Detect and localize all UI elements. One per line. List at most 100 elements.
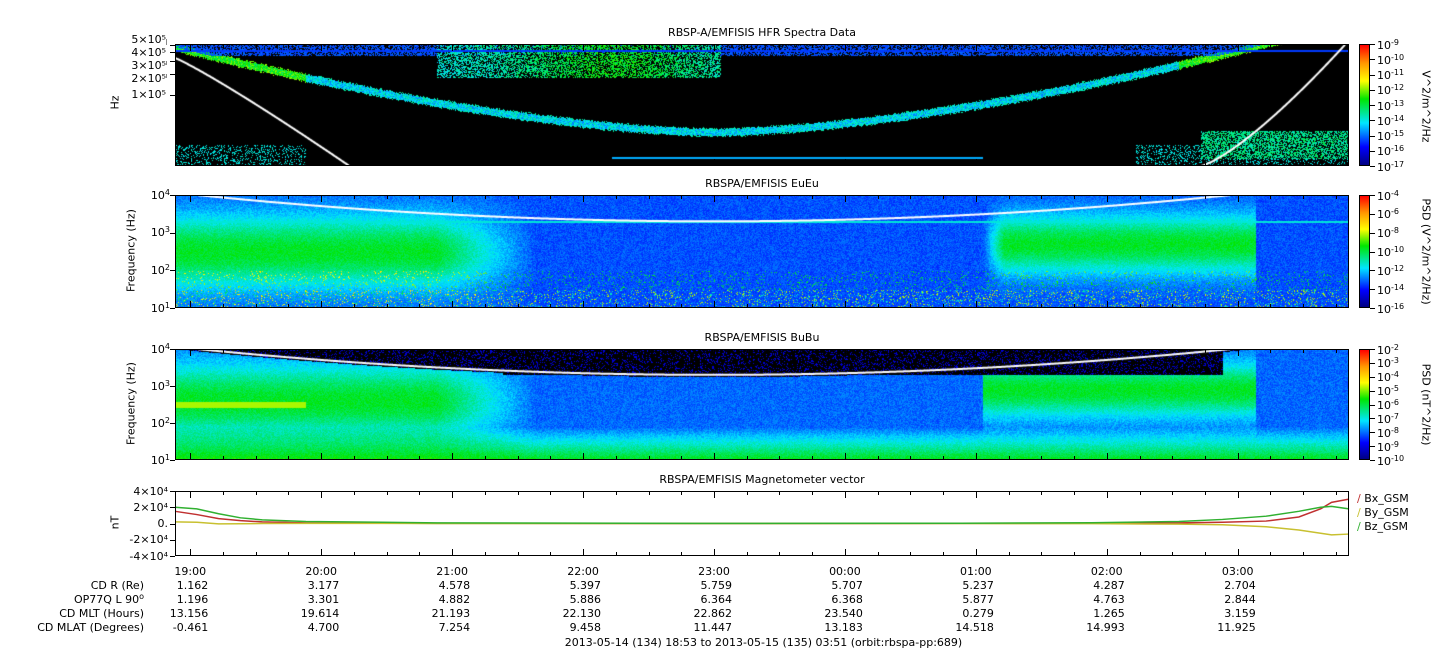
x-tick (779, 491, 781, 495)
x-tick (681, 349, 683, 353)
y-tick (170, 232, 175, 234)
colorbar-tick-label: 10-12 (1377, 263, 1405, 278)
x-tick (353, 162, 355, 166)
x-tick (1237, 44, 1239, 51)
x-tick (321, 195, 323, 202)
x-tick (550, 304, 552, 308)
x-tick (877, 491, 879, 495)
x-tick (1335, 162, 1337, 166)
x-tick (1335, 552, 1337, 556)
x-tick (550, 491, 552, 495)
x-tick (255, 195, 257, 199)
colorbar-tick-label: 10-16 (1377, 301, 1405, 316)
ephemeris-value: 3.301 (307, 593, 340, 606)
ephemeris-value: 5.237 (962, 579, 994, 592)
x-tick (877, 195, 879, 199)
y-tick (170, 423, 175, 424)
x-tick (1270, 491, 1272, 495)
ephemeris-value: 22.130 (562, 607, 602, 620)
ephemeris-value: 5.707 (831, 579, 863, 592)
time-tick-label: 23:00 (698, 565, 730, 578)
x-tick (812, 195, 814, 199)
x-tick (1139, 491, 1141, 495)
panel-frame (175, 491, 1349, 556)
colorbar-tick-label: 10-14 (1377, 113, 1405, 128)
colorbar (1359, 349, 1370, 460)
x-tick (844, 195, 846, 202)
x-tick (353, 349, 355, 353)
ephemeris-value: 1.265 (1093, 607, 1125, 620)
colorbar-tick-label: 10-11 (1377, 68, 1405, 83)
ephemeris-value: 13.156 (169, 607, 209, 620)
x-tick (321, 159, 323, 166)
colorbar-tick-label: 10-5 (1377, 384, 1399, 399)
ephemeris-value: 5.886 (569, 593, 602, 606)
x-tick (877, 456, 879, 460)
x-tick (255, 349, 257, 353)
x-tick (223, 304, 224, 308)
x-tick (975, 453, 977, 460)
legend-by: ∕ By_GSM (1357, 506, 1409, 519)
x-tick (484, 44, 486, 48)
x-tick (910, 304, 912, 308)
ephemeris-value: 2.704 (1224, 579, 1256, 592)
y-tick (170, 539, 175, 541)
x-tick (910, 195, 912, 199)
x-tick (484, 552, 486, 556)
x-tick (255, 491, 257, 495)
x-tick (223, 552, 224, 556)
x-tick (1335, 349, 1337, 353)
x-tick (452, 159, 454, 166)
x-tick (746, 349, 748, 353)
x-tick (681, 456, 683, 460)
colorbar-tick-label: 10-6 (1377, 207, 1399, 222)
x-tick (190, 453, 192, 460)
x-tick (1074, 304, 1076, 308)
x-tick (550, 552, 552, 556)
x-tick (1008, 304, 1010, 308)
colorbar (1359, 195, 1370, 308)
colorbar-tick (1370, 460, 1375, 461)
y-tick (170, 523, 175, 525)
x-tick (1139, 349, 1141, 353)
ephemeris-value: 9.458 (569, 621, 602, 634)
x-tick (1303, 44, 1305, 48)
y-tick-label: -2×10⁴ (129, 533, 168, 547)
x-tick (713, 44, 715, 51)
x-tick (484, 304, 486, 308)
ephemeris-value: 23.540 (824, 607, 863, 620)
x-tick (1106, 453, 1108, 460)
x-tick (1074, 349, 1076, 353)
x-tick (1074, 456, 1076, 460)
colorbar-tick (1370, 404, 1375, 406)
x-tick (1237, 301, 1239, 308)
panel-frame (175, 349, 1349, 460)
x-tick (517, 304, 519, 308)
ephemeris-value: 4.287 (1093, 579, 1125, 592)
x-tick (681, 552, 683, 556)
x-tick (1270, 349, 1272, 353)
y-tick (170, 507, 175, 509)
x-tick (190, 159, 192, 166)
x-tick (1008, 552, 1010, 556)
x-tick (255, 162, 257, 166)
x-tick (1041, 304, 1043, 308)
x-tick (812, 349, 814, 353)
y-tick-label: 3×10⁵ (131, 58, 166, 72)
time-tick-label: 01:00 (959, 565, 992, 578)
colorbar-tick-label: 10-9 (1377, 439, 1399, 454)
x-tick (943, 552, 945, 556)
x-tick (353, 552, 355, 556)
x-tick (223, 349, 224, 353)
y-tick (170, 94, 175, 96)
x-tick (1172, 304, 1174, 308)
x-tick (1204, 44, 1206, 48)
x-tick (223, 491, 224, 495)
ephemeris-value: 0.279 (962, 607, 994, 620)
x-tick (386, 195, 388, 199)
x-tick (1237, 159, 1239, 166)
ephemeris-value: 14.993 (1086, 621, 1125, 634)
x-tick (615, 349, 617, 353)
x-tick (583, 491, 585, 498)
eueu-ylabel: Frequency (Hz) (124, 209, 138, 292)
